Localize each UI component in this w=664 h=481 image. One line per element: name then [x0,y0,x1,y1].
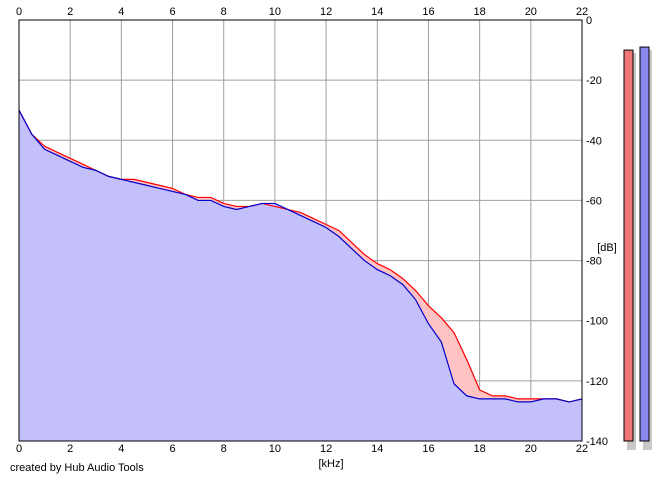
plot-frame [18,19,583,442]
level-meter-right [639,46,650,442]
x-tick-label-bottom: 8 [221,443,227,455]
x-tick-label-top: 4 [118,6,124,18]
y-tick-label: -80 [586,256,602,268]
x-tick-label-top: 22 [576,6,588,18]
x-tick-label-top: 18 [474,6,486,18]
x-tick-labels-top: 0 2 4 6 8 10 12 14 16 18 20 22 [16,6,588,18]
x-tick-labels-bottom: 0 2 4 6 8 10 12 14 16 18 20 22 [16,443,588,455]
x-tick-label-top: 20 [525,6,537,18]
x-tick-label-top: 8 [221,6,227,18]
x-tick-label-top: 6 [169,6,175,18]
x-tick-label-bottom: 14 [371,443,383,455]
y-tick-labels: 0 -20 -40 -60 -80 -100 -120 -140 [586,15,608,448]
level-meter-left [623,49,634,442]
x-tick-label-top: 2 [67,6,73,18]
y-tick-label: -140 [586,436,608,448]
x-tick-label-bottom: 22 [576,443,588,455]
x-tick-label-top: 16 [422,6,434,18]
y-axis-label: [dB] [597,242,617,254]
x-tick-label-bottom: 18 [474,443,486,455]
x-tick-label-bottom: 4 [118,443,124,455]
x-axis-label: [kHz] [318,458,343,470]
x-tick-label-bottom: 12 [320,443,332,455]
y-tick-label: -120 [586,376,608,388]
level-meters [623,46,652,451]
y-tick-label: -100 [586,316,608,328]
x-tick-label-bottom: 2 [67,443,73,455]
spectrum-series [18,109,583,441]
x-tick-label-top: 14 [371,6,383,18]
series-right-area [19,110,582,441]
x-tick-label-bottom: 6 [169,443,175,455]
x-tick-label-top: 12 [320,6,332,18]
y-tick-label: -40 [586,135,602,147]
y-tick-label: 0 [586,15,592,27]
y-tick-label: -20 [586,75,602,87]
x-tick-label-bottom: 0 [16,443,22,455]
x-tick-label-top: 10 [269,6,281,18]
x-tick-label-top: 0 [16,6,22,18]
x-tick-label-bottom: 20 [525,443,537,455]
series-right-line [18,109,583,403]
x-tick-label-bottom: 16 [422,443,434,455]
y-tick-label: -60 [586,195,602,207]
x-tick-label-bottom: 10 [269,443,281,455]
footer-credit: created by Hub Audio Tools [10,462,144,474]
